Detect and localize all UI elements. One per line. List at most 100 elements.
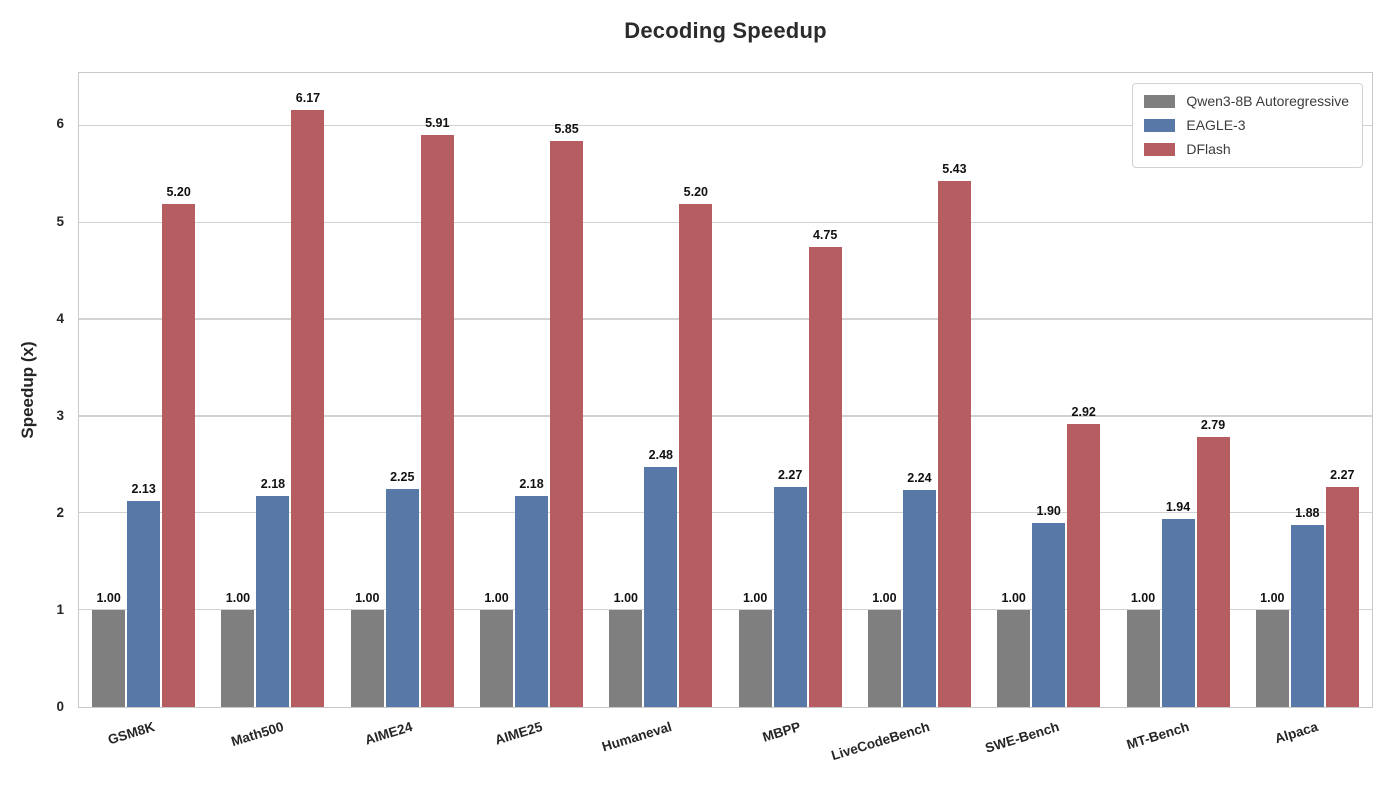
bar-value-label: 5.20 <box>683 184 708 199</box>
bar-eagle-3-gsm8k: 2.13 <box>127 482 161 707</box>
bar-value-label: 2.18 <box>260 477 286 491</box>
bar-value-label: 5.85 <box>554 121 579 136</box>
bar-qwen3-8b-autoregressive-aime25: 1.00 <box>480 591 514 707</box>
bar-qwen3-8b-autoregressive-math500: 1.00 <box>221 591 255 707</box>
bar-dflash-aime24: 5.91 <box>420 116 454 707</box>
bar-qwen3-8b-autoregressive-swe-bench: 1.00 <box>997 591 1031 707</box>
bar-group: 1.00 2.18 5.85 AIME25 <box>467 73 596 748</box>
bar-group: 1.00 1.94 2.79 MT-Bench <box>1113 73 1242 752</box>
bar-eagle-3-alpaca: 1.88 <box>1290 506 1324 707</box>
bar-eagle-3-swe-bench: 1.90 <box>1032 504 1066 707</box>
bar-value-label: 2.92 <box>1071 405 1096 420</box>
bar-dflash-gsm8k: 5.20 <box>162 185 196 707</box>
bar-value-label: 1.00 <box>484 591 509 606</box>
bar-value-label: 5.43 <box>942 162 967 177</box>
bar-value-label: 6.17 <box>295 90 321 105</box>
x-tick-label: MBPP <box>760 719 803 745</box>
x-tick-label: Math500 <box>229 719 286 750</box>
bar-group: 1.00 2.48 5.20 Humaneval <box>596 73 725 754</box>
y-tick-label: 5 <box>56 213 64 229</box>
x-tick-label: GSM8K <box>105 719 157 748</box>
bar-dflash-aime25: 5.85 <box>550 122 584 707</box>
bar-value-label: 2.79 <box>1200 417 1226 432</box>
bar-groups-container: 1.00 2.13 5.20 GSM8K 1.00 2.18 6.17 Math500 1.00… <box>79 73 1372 763</box>
x-tick-label: AIME25 <box>492 719 544 748</box>
bar-group: 1.00 1.90 2.92 SWE-Bench <box>984 73 1113 756</box>
plot-area: 1.00 2.13 5.20 GSM8K 1.00 2.18 6.17 Math500 1.00… <box>78 72 1373 763</box>
bar-qwen3-8b-autoregressive-mbpp: 1.00 <box>738 591 772 707</box>
bar-qwen3-8b-autoregressive-alpaca: 1.00 <box>1255 591 1289 707</box>
bar-value-label: 4.75 <box>812 228 838 243</box>
bar-value-label: 2.24 <box>907 471 932 486</box>
bar-eagle-3-aime25: 2.18 <box>515 477 549 707</box>
bar-value-label: 5.91 <box>425 115 450 130</box>
x-tick-label: AIME24 <box>363 719 415 748</box>
bar-value-label: 2.25 <box>390 470 415 485</box>
bar-value-label: 1.00 <box>1130 591 1156 606</box>
bar-value-label: 1.90 <box>1036 504 1061 519</box>
bar-value-label: 2.18 <box>519 477 544 491</box>
bar-qwen3-8b-autoregressive-aime24: 1.00 <box>350 591 384 707</box>
y-tick-label: 3 <box>56 407 64 423</box>
bar-dflash-livecodebench: 5.43 <box>937 162 971 707</box>
bar-value-label: 5.20 <box>166 184 191 199</box>
bar-dflash-humaneval: 5.20 <box>679 185 713 707</box>
bar-eagle-3-math500: 2.18 <box>256 477 290 707</box>
gridline <box>79 415 1372 417</box>
gridline <box>79 608 1372 611</box>
bar-value-label: 1.00 <box>1001 591 1026 606</box>
bar-dflash-mt-bench: 2.79 <box>1196 418 1230 707</box>
bar-dflash-mbpp: 4.75 <box>808 228 842 707</box>
bar-eagle-3-aime24: 2.25 <box>385 470 419 707</box>
bar-eagle-3-humaneval: 2.48 <box>644 448 678 707</box>
bar-value-label: 1.00 <box>1260 591 1285 606</box>
bar-value-label: 2.27 <box>777 468 803 483</box>
bar-eagle-3-livecodebench: 2.24 <box>902 471 936 707</box>
y-tick-label: 0 <box>56 699 64 714</box>
bar-group: 1.00 2.18 6.17 Math500 <box>208 73 337 749</box>
y-tick-label: 6 <box>56 116 64 132</box>
bar-dflash-alpaca: 2.27 <box>1325 468 1359 707</box>
bar-group: 1.00 2.24 5.43 LiveCodeBench <box>830 73 984 763</box>
legend-label: EAGLE-3 <box>1186 117 1246 133</box>
legend-swatch <box>1144 142 1176 156</box>
bar-value-label: 1.94 <box>1165 500 1191 515</box>
legend-swatch <box>1144 94 1176 108</box>
bar-eagle-3-mbpp: 2.27 <box>773 468 807 707</box>
bar-dflash-math500: 6.17 <box>291 91 325 707</box>
bar-qwen3-8b-autoregressive-livecodebench: 1.00 <box>867 591 901 707</box>
bar-eagle-3-mt-bench: 1.94 <box>1161 500 1195 707</box>
bar-value-label: 1.00 <box>742 591 768 606</box>
bar-group: 1.00 2.25 5.91 AIME24 <box>338 73 467 748</box>
gridline <box>79 511 1372 514</box>
x-tick-label: Alpaca <box>1272 719 1320 747</box>
x-tick-label: LiveCodeBench <box>829 719 932 764</box>
legend-swatch <box>1144 118 1176 132</box>
legend-item: DFlash <box>1144 141 1349 157</box>
bar-group: 1.00 2.13 5.20 GSM8K <box>79 73 208 747</box>
bar-value-label: 1.00 <box>355 591 380 606</box>
bar-qwen3-8b-autoregressive-gsm8k: 1.00 <box>92 591 126 707</box>
y-axis-label: Speedup (x) <box>18 341 37 439</box>
bar-value-label: 1.00 <box>613 591 638 606</box>
bar-qwen3-8b-autoregressive-mt-bench: 1.00 <box>1126 591 1160 707</box>
bar-value-label: 2.13 <box>131 481 156 496</box>
legend-item: Qwen3-8B Autoregressive <box>1144 93 1349 109</box>
gridline <box>79 318 1372 320</box>
bar-group: 1.00 2.27 4.75 MBPP <box>725 73 854 745</box>
y-tick-label: 4 <box>56 310 64 326</box>
x-tick-label: Humaneval <box>599 719 674 755</box>
bar-value-label: 1.00 <box>872 591 897 606</box>
gridline <box>79 124 1372 127</box>
y-tick-label: 2 <box>56 504 64 520</box>
x-tick-label: MT-Bench <box>1124 719 1191 753</box>
bar-qwen3-8b-autoregressive-humaneval: 1.00 <box>609 591 643 707</box>
bar-value-label: 2.48 <box>648 447 673 462</box>
bar-value-label: 2.27 <box>1330 468 1355 483</box>
legend: Qwen3-8B Autoregressive EAGLE-3 DFlash <box>1132 83 1363 168</box>
chart-title: Decoding Speedup <box>624 18 827 43</box>
bar-value-label: 1.00 <box>96 591 121 606</box>
y-tick-label: 1 <box>56 601 64 617</box>
bar-value-label: 1.00 <box>225 591 251 606</box>
